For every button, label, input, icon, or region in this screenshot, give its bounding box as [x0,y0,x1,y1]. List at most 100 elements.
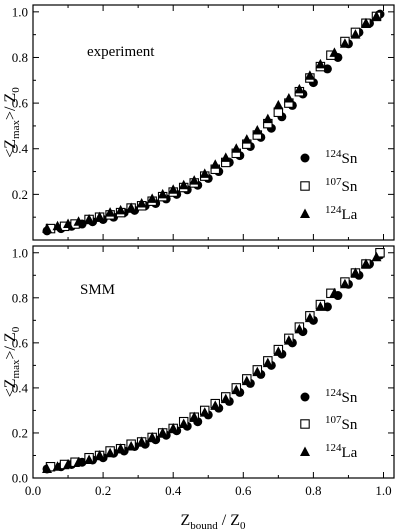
data-point [371,251,382,262]
data-point [210,400,221,410]
legend-marker [300,208,310,218]
data-point [115,204,126,215]
data-point [322,302,332,312]
x-axis-label: Zbound / Z0 [181,512,247,531]
data-point [252,366,263,377]
data-point [168,422,179,433]
data-point [350,267,361,278]
data-point [157,427,168,437]
data-point [283,93,294,103]
y-tick-label: 0.0 [12,471,28,486]
data-point [147,431,158,442]
panel-smm: 0.0 0.2 0.4 0.6 0.8 1.0 0.0 0.2 0.4 0.6 0.8 1.0 <Zma… [2,245,395,498]
data-point [329,47,340,57]
data-point [52,461,63,471]
data-point [252,124,263,135]
data-point [126,202,137,213]
data-point [136,197,147,208]
data-point [178,418,189,428]
data-point [294,323,305,334]
data-point [73,216,84,226]
data-point [375,248,385,258]
data-point [42,463,53,473]
y-tick-label: 0.8 [12,290,28,305]
data-point [360,17,371,28]
data-point [63,218,74,229]
legend-label: 107Sn [325,414,358,433]
data-point [178,179,189,190]
y-axis-label: <Zmax>/ Z0 [2,326,22,397]
data-point [241,134,252,144]
data-point [315,301,326,311]
data-point [199,168,210,178]
legend-marker [300,392,310,402]
data-point [105,447,116,458]
data-point [304,70,315,80]
legend-marker [300,419,310,429]
data-point [360,258,371,269]
x-tick-label: 0.6 [235,483,252,498]
data-point [220,393,231,404]
data-point [262,357,273,368]
data-point [94,211,105,222]
x-tick-label: 0.4 [165,483,182,498]
data-point [315,58,326,69]
legend-label: 124La [325,442,358,461]
legend-label: 124La [325,204,358,223]
plot-frame [32,4,395,241]
legend: 124Sn 107Sn 124La [300,387,358,461]
data-point [73,456,84,467]
data-point [273,99,284,110]
data-point [231,143,242,153]
data-point [189,175,200,185]
y-tick-label: 1.0 [12,4,28,19]
data-point [147,193,158,203]
data-point [329,287,340,298]
data-point [189,411,200,422]
data-point [241,375,252,386]
data-point [42,223,53,233]
x-tick-label: 0.2 [95,483,111,498]
data-point [84,454,95,464]
y-tick-label: 0.4 [12,141,29,156]
data-point [94,449,105,460]
panel-label: experiment [87,44,155,60]
y-tick-label: 0.2 [12,425,28,440]
y-tick-label: 0.4 [12,380,29,395]
legend-label: 107Sn [325,176,358,195]
data-point [126,440,137,451]
data-point [63,458,74,469]
legend-label: 124Sn [325,387,358,406]
data-point [136,436,147,446]
data-point [115,443,126,453]
data-point [294,83,305,94]
data-point [304,312,315,323]
data-point [262,113,273,124]
data-point [371,10,382,21]
data-point [220,152,231,162]
x-tick-label: 0.8 [305,483,321,498]
data-point [84,213,95,224]
series-124La [42,10,382,233]
legend-label: 124Sn [325,148,358,167]
y-tick-label: 1.0 [12,245,28,260]
legend-marker [300,446,310,456]
legend-marker [300,153,310,163]
data-point [273,346,284,356]
y-axis-label: <Zmax>/ Z0 [2,87,22,158]
data-point [283,335,294,345]
data-point [52,220,63,231]
x-tick-label: 1.0 [375,483,391,498]
data-point [168,184,179,194]
data-point [339,38,350,48]
series-124La [42,251,382,473]
data-point [339,278,350,289]
y-tick-label: 0.2 [12,187,28,202]
plot-frame [32,245,395,479]
data-point [105,207,116,217]
data-point [157,188,168,199]
panel-label: SMM [80,282,115,298]
y-tick-label: 0.6 [12,335,29,350]
panel-experiment: 0.2 0.4 0.6 0.8 1.0 <Zmax>/ Z0 experiment 124Sn… [2,4,395,241]
